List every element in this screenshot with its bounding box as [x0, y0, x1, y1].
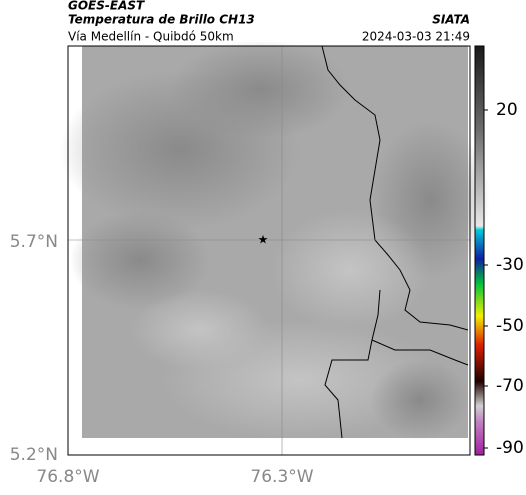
colorbar-label: -30: [496, 255, 524, 275]
colorbar: [474, 45, 485, 456]
datetime: 2024-03-03 21:49: [362, 30, 470, 44]
subtitle: Vía Medellín - Quibdó 50km: [68, 30, 234, 44]
lat-label: 5.2°N: [10, 445, 58, 465]
agency: SIATA: [432, 13, 470, 27]
colorbar-ticks: [484, 109, 488, 449]
colorbar-label: -50: [496, 316, 524, 336]
title: Temperatura de Brillo CH13: [68, 13, 255, 27]
satellite-image: [60, 40, 490, 440]
colorbar-label: 20: [496, 100, 518, 120]
location-marker: ★: [258, 233, 269, 247]
source: GOES-EAST: [68, 0, 145, 13]
lat-label: 5.7°N: [10, 232, 58, 252]
lon-label: 76.8°W: [36, 467, 99, 487]
map-frame: [67, 45, 471, 456]
colorbar-label: -70: [496, 376, 524, 396]
colorbar-label: -90: [496, 438, 524, 458]
lon-label: 76.3°W: [250, 467, 313, 487]
